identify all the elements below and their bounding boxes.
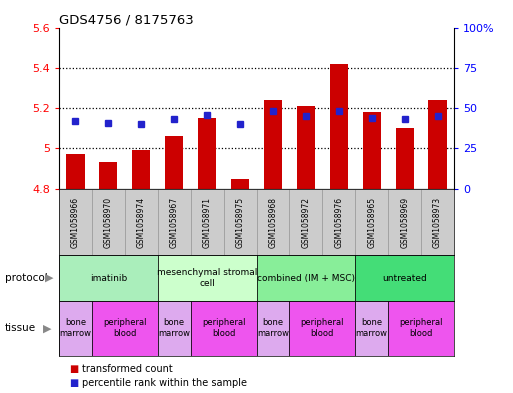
Bar [297, 106, 315, 189]
Text: GSM1058972: GSM1058972 [301, 196, 310, 248]
Bar [165, 136, 183, 189]
Bar [92, 189, 125, 255]
Text: combined (IM + MSC): combined (IM + MSC) [257, 274, 355, 283]
Bar [100, 162, 117, 189]
Bar [198, 118, 216, 189]
Text: GSM1058966: GSM1058966 [71, 196, 80, 248]
Bar [158, 189, 191, 255]
Text: GSM1058965: GSM1058965 [367, 196, 376, 248]
Text: ▶: ▶ [45, 273, 54, 283]
Text: peripheral
blood: peripheral blood [103, 318, 147, 338]
Bar [330, 64, 348, 189]
Bar [396, 128, 413, 189]
Bar [158, 255, 256, 301]
Text: ■: ■ [69, 364, 78, 375]
Bar [322, 189, 355, 255]
Bar [355, 189, 388, 255]
Bar [264, 100, 282, 189]
Text: GSM1058974: GSM1058974 [137, 196, 146, 248]
Text: transformed count: transformed count [82, 364, 173, 375]
Text: GSM1058968: GSM1058968 [268, 196, 278, 248]
Bar [388, 189, 421, 255]
Text: peripheral
blood: peripheral blood [399, 318, 443, 338]
Text: GSM1058970: GSM1058970 [104, 196, 113, 248]
Bar [428, 100, 447, 189]
Bar [256, 301, 289, 356]
Bar [132, 151, 150, 189]
Bar [224, 189, 256, 255]
Text: GDS4756 / 8175763: GDS4756 / 8175763 [59, 13, 194, 26]
Bar [289, 301, 355, 356]
Bar [59, 189, 92, 255]
Text: mesenchymal stromal
cell: mesenchymal stromal cell [157, 268, 258, 288]
Text: imatinib: imatinib [90, 274, 127, 283]
Bar [191, 189, 224, 255]
Text: GSM1058975: GSM1058975 [235, 196, 245, 248]
Text: tissue: tissue [5, 323, 36, 333]
Text: protocol: protocol [5, 273, 48, 283]
Bar [355, 301, 388, 356]
Bar [59, 301, 92, 356]
Bar [388, 301, 454, 356]
Text: bone
marrow: bone marrow [356, 318, 388, 338]
Bar [66, 154, 85, 189]
Text: GSM1058976: GSM1058976 [334, 196, 343, 248]
Bar [158, 301, 191, 356]
Text: bone
marrow: bone marrow [60, 318, 91, 338]
Text: ▶: ▶ [43, 323, 51, 333]
Bar [289, 189, 322, 255]
Bar [363, 112, 381, 189]
Bar [191, 301, 256, 356]
Text: GSM1058971: GSM1058971 [203, 196, 212, 248]
Bar [231, 178, 249, 189]
Bar [421, 189, 454, 255]
Bar [92, 301, 158, 356]
Bar [256, 189, 289, 255]
Bar [125, 189, 158, 255]
Text: peripheral
blood: peripheral blood [301, 318, 344, 338]
Text: bone
marrow: bone marrow [158, 318, 190, 338]
Bar [256, 255, 355, 301]
Text: ■: ■ [69, 378, 78, 388]
Text: peripheral
blood: peripheral blood [202, 318, 245, 338]
Bar [59, 255, 158, 301]
Text: GSM1058967: GSM1058967 [170, 196, 179, 248]
Text: GSM1058973: GSM1058973 [433, 196, 442, 248]
Bar [355, 255, 454, 301]
Text: GSM1058969: GSM1058969 [400, 196, 409, 248]
Text: percentile rank within the sample: percentile rank within the sample [82, 378, 247, 388]
Text: bone
marrow: bone marrow [257, 318, 289, 338]
Text: untreated: untreated [382, 274, 427, 283]
